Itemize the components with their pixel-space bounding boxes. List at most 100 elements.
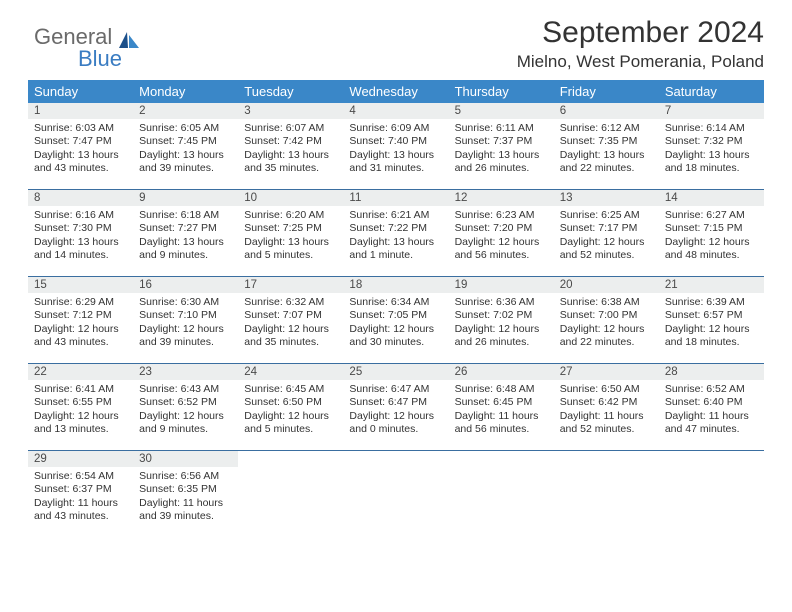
- title-block: September 2024 Mielno, West Pomerania, P…: [517, 16, 764, 72]
- day-number: 19: [449, 277, 554, 293]
- day-details: Sunrise: 6:23 AMSunset: 7:20 PMDaylight:…: [449, 206, 554, 269]
- day-cell: 29Sunrise: 6:54 AMSunset: 6:37 PMDayligh…: [28, 451, 133, 537]
- day-details: Sunrise: 6:12 AMSunset: 7:35 PMDaylight:…: [554, 119, 659, 182]
- day-cell: 8Sunrise: 6:16 AMSunset: 7:30 PMDaylight…: [28, 190, 133, 276]
- day-cell: 5Sunrise: 6:11 AMSunset: 7:37 PMDaylight…: [449, 103, 554, 189]
- empty-cell: [238, 451, 343, 537]
- day-details: Sunrise: 6:11 AMSunset: 7:37 PMDaylight:…: [449, 119, 554, 182]
- day-cell: 2Sunrise: 6:05 AMSunset: 7:45 PMDaylight…: [133, 103, 238, 189]
- day-header-row: SundayMondayTuesdayWednesdayThursdayFrid…: [28, 80, 764, 103]
- day-details: Sunrise: 6:03 AMSunset: 7:47 PMDaylight:…: [28, 119, 133, 182]
- empty-cell: [449, 451, 554, 537]
- week-row: 22Sunrise: 6:41 AMSunset: 6:55 PMDayligh…: [28, 364, 764, 451]
- day-number: 3: [238, 103, 343, 119]
- day-number: 13: [554, 190, 659, 206]
- day-number: 8: [28, 190, 133, 206]
- day-cell: 20Sunrise: 6:38 AMSunset: 7:00 PMDayligh…: [554, 277, 659, 363]
- day-cell: 1Sunrise: 6:03 AMSunset: 7:47 PMDaylight…: [28, 103, 133, 189]
- day-details: Sunrise: 6:20 AMSunset: 7:25 PMDaylight:…: [238, 206, 343, 269]
- day-number: 10: [238, 190, 343, 206]
- day-number: 4: [343, 103, 448, 119]
- calendar-grid: SundayMondayTuesdayWednesdayThursdayFrid…: [28, 80, 764, 537]
- day-number: 26: [449, 364, 554, 380]
- day-number: 28: [659, 364, 764, 380]
- day-details: Sunrise: 6:50 AMSunset: 6:42 PMDaylight:…: [554, 380, 659, 443]
- day-number: 20: [554, 277, 659, 293]
- day-details: Sunrise: 6:34 AMSunset: 7:05 PMDaylight:…: [343, 293, 448, 356]
- day-cell: 7Sunrise: 6:14 AMSunset: 7:32 PMDaylight…: [659, 103, 764, 189]
- day-header: Sunday: [28, 80, 133, 103]
- day-number: 18: [343, 277, 448, 293]
- day-details: Sunrise: 6:18 AMSunset: 7:27 PMDaylight:…: [133, 206, 238, 269]
- logo-text-blue: Blue: [78, 46, 139, 72]
- day-details: Sunrise: 6:52 AMSunset: 6:40 PMDaylight:…: [659, 380, 764, 443]
- empty-cell: [343, 451, 448, 537]
- day-number: 11: [343, 190, 448, 206]
- week-row: 1Sunrise: 6:03 AMSunset: 7:47 PMDaylight…: [28, 103, 764, 190]
- week-row: 15Sunrise: 6:29 AMSunset: 7:12 PMDayligh…: [28, 277, 764, 364]
- day-number: 2: [133, 103, 238, 119]
- empty-cell: [554, 451, 659, 537]
- day-cell: 6Sunrise: 6:12 AMSunset: 7:35 PMDaylight…: [554, 103, 659, 189]
- day-details: Sunrise: 6:16 AMSunset: 7:30 PMDaylight:…: [28, 206, 133, 269]
- day-header: Saturday: [659, 80, 764, 103]
- day-cell: 15Sunrise: 6:29 AMSunset: 7:12 PMDayligh…: [28, 277, 133, 363]
- day-number: 21: [659, 277, 764, 293]
- day-cell: 11Sunrise: 6:21 AMSunset: 7:22 PMDayligh…: [343, 190, 448, 276]
- day-cell: 4Sunrise: 6:09 AMSunset: 7:40 PMDaylight…: [343, 103, 448, 189]
- day-cell: 28Sunrise: 6:52 AMSunset: 6:40 PMDayligh…: [659, 364, 764, 450]
- day-cell: 12Sunrise: 6:23 AMSunset: 7:20 PMDayligh…: [449, 190, 554, 276]
- day-number: 29: [28, 451, 133, 467]
- day-details: Sunrise: 6:38 AMSunset: 7:00 PMDaylight:…: [554, 293, 659, 356]
- day-number: 15: [28, 277, 133, 293]
- day-details: Sunrise: 6:21 AMSunset: 7:22 PMDaylight:…: [343, 206, 448, 269]
- day-cell: 10Sunrise: 6:20 AMSunset: 7:25 PMDayligh…: [238, 190, 343, 276]
- day-number: 30: [133, 451, 238, 467]
- day-details: Sunrise: 6:30 AMSunset: 7:10 PMDaylight:…: [133, 293, 238, 356]
- day-cell: 26Sunrise: 6:48 AMSunset: 6:45 PMDayligh…: [449, 364, 554, 450]
- day-cell: 17Sunrise: 6:32 AMSunset: 7:07 PMDayligh…: [238, 277, 343, 363]
- day-header: Monday: [133, 80, 238, 103]
- day-number: 6: [554, 103, 659, 119]
- day-number: 27: [554, 364, 659, 380]
- day-details: Sunrise: 6:47 AMSunset: 6:47 PMDaylight:…: [343, 380, 448, 443]
- logo: General Blue: [34, 24, 139, 72]
- location: Mielno, West Pomerania, Poland: [517, 52, 764, 72]
- day-cell: 14Sunrise: 6:27 AMSunset: 7:15 PMDayligh…: [659, 190, 764, 276]
- day-header: Friday: [554, 80, 659, 103]
- day-number: 25: [343, 364, 448, 380]
- day-cell: 25Sunrise: 6:47 AMSunset: 6:47 PMDayligh…: [343, 364, 448, 450]
- day-details: Sunrise: 6:32 AMSunset: 7:07 PMDaylight:…: [238, 293, 343, 356]
- day-cell: 22Sunrise: 6:41 AMSunset: 6:55 PMDayligh…: [28, 364, 133, 450]
- week-row: 29Sunrise: 6:54 AMSunset: 6:37 PMDayligh…: [28, 451, 764, 537]
- day-cell: 24Sunrise: 6:45 AMSunset: 6:50 PMDayligh…: [238, 364, 343, 450]
- day-number: 12: [449, 190, 554, 206]
- day-header: Tuesday: [238, 80, 343, 103]
- calendar-page: General Blue September 2024 Mielno, West…: [0, 0, 792, 555]
- day-number: 9: [133, 190, 238, 206]
- day-cell: 23Sunrise: 6:43 AMSunset: 6:52 PMDayligh…: [133, 364, 238, 450]
- day-header: Wednesday: [343, 80, 448, 103]
- day-number: 5: [449, 103, 554, 119]
- day-details: Sunrise: 6:27 AMSunset: 7:15 PMDaylight:…: [659, 206, 764, 269]
- day-number: 23: [133, 364, 238, 380]
- day-details: Sunrise: 6:36 AMSunset: 7:02 PMDaylight:…: [449, 293, 554, 356]
- day-details: Sunrise: 6:41 AMSunset: 6:55 PMDaylight:…: [28, 380, 133, 443]
- day-cell: 21Sunrise: 6:39 AMSunset: 6:57 PMDayligh…: [659, 277, 764, 363]
- week-row: 8Sunrise: 6:16 AMSunset: 7:30 PMDaylight…: [28, 190, 764, 277]
- day-number: 7: [659, 103, 764, 119]
- day-number: 22: [28, 364, 133, 380]
- day-cell: 18Sunrise: 6:34 AMSunset: 7:05 PMDayligh…: [343, 277, 448, 363]
- header: General Blue September 2024 Mielno, West…: [28, 18, 764, 72]
- day-details: Sunrise: 6:54 AMSunset: 6:37 PMDaylight:…: [28, 467, 133, 530]
- day-cell: 16Sunrise: 6:30 AMSunset: 7:10 PMDayligh…: [133, 277, 238, 363]
- day-cell: 27Sunrise: 6:50 AMSunset: 6:42 PMDayligh…: [554, 364, 659, 450]
- day-header: Thursday: [449, 80, 554, 103]
- day-details: Sunrise: 6:14 AMSunset: 7:32 PMDaylight:…: [659, 119, 764, 182]
- day-number: 14: [659, 190, 764, 206]
- day-details: Sunrise: 6:05 AMSunset: 7:45 PMDaylight:…: [133, 119, 238, 182]
- day-details: Sunrise: 6:43 AMSunset: 6:52 PMDaylight:…: [133, 380, 238, 443]
- day-cell: 9Sunrise: 6:18 AMSunset: 7:27 PMDaylight…: [133, 190, 238, 276]
- day-cell: 13Sunrise: 6:25 AMSunset: 7:17 PMDayligh…: [554, 190, 659, 276]
- day-cell: 3Sunrise: 6:07 AMSunset: 7:42 PMDaylight…: [238, 103, 343, 189]
